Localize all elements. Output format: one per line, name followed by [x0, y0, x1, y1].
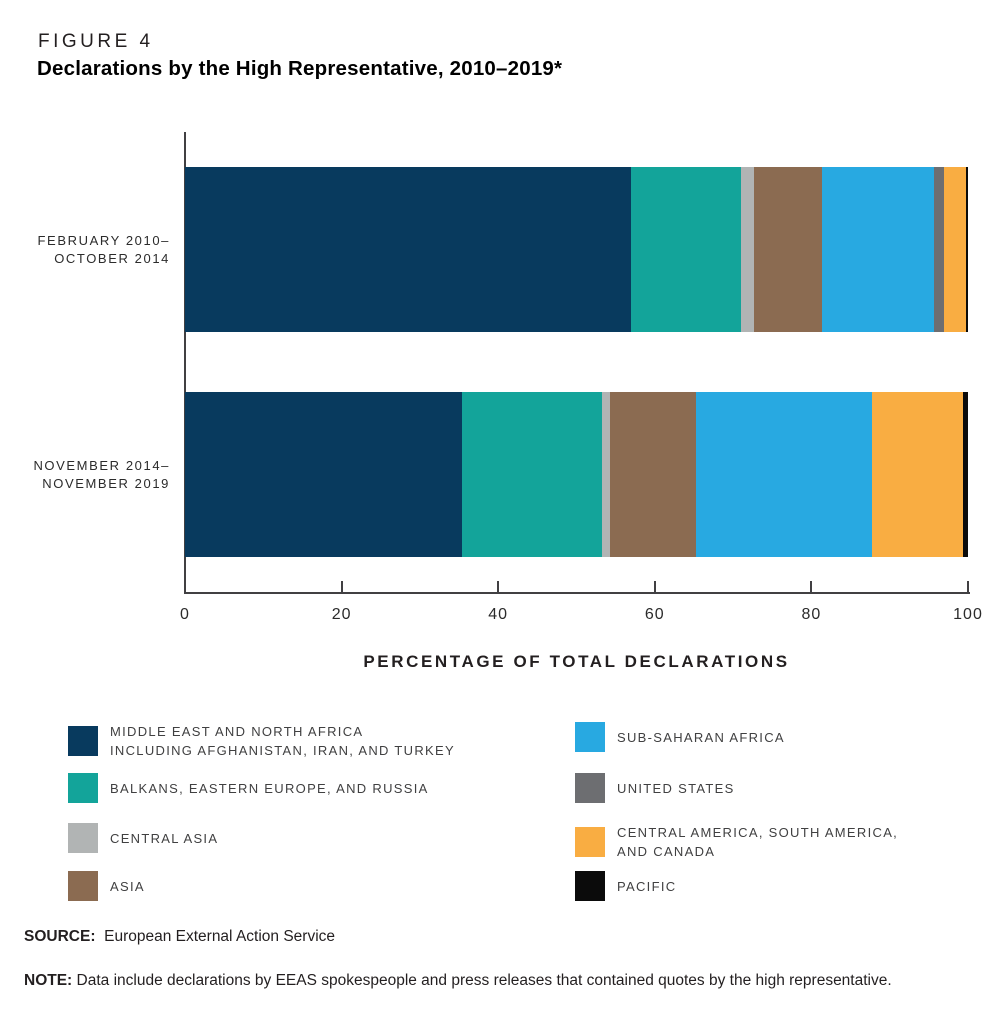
- legend-label: UNITED STATES: [617, 780, 735, 796]
- figure-label: FIGURE 4: [38, 31, 154, 52]
- legend-label: SUB-SAHARAN AFRICA: [617, 729, 785, 745]
- legend-swatch: [575, 773, 605, 803]
- legend-swatch: [575, 871, 605, 901]
- note-line: NOTE: Data include declarations by EEAS …: [24, 972, 892, 990]
- bar-segment: [630, 167, 741, 332]
- tick-label: 0: [180, 606, 190, 623]
- legend-item: UNITED STATES: [575, 773, 735, 803]
- legend-swatch: [575, 722, 605, 752]
- source-text: European External Action Service: [104, 928, 336, 945]
- legend-swatch: [68, 823, 98, 853]
- legend-label: PACIFIC: [617, 878, 677, 894]
- bar-segment: [934, 167, 945, 332]
- legend-label: BALKANS, EASTERN EUROPE, AND RUSSIA: [110, 780, 429, 796]
- bar-segment: [871, 392, 964, 557]
- tick-mark: [497, 581, 500, 592]
- legend-label: ASIA: [110, 878, 145, 894]
- y-axis-line: [184, 132, 186, 592]
- tick-mark: [810, 581, 813, 592]
- tick-mark: [967, 581, 969, 592]
- bar-segment: [754, 167, 823, 332]
- tick-label: 60: [644, 606, 665, 623]
- bar-segment: [610, 392, 696, 557]
- tick-mark: [340, 581, 343, 592]
- y-category-label: NOVEMBER 2014– NOVEMBER 2019: [33, 458, 170, 491]
- source-label: SOURCE:: [24, 928, 96, 945]
- bar-segment: [944, 167, 967, 332]
- x-axis-line: [184, 592, 970, 594]
- bar-segment: [963, 392, 968, 557]
- stacked-bar: [185, 167, 968, 332]
- legend-item: PACIFIC: [575, 871, 676, 901]
- tick-label: 100: [953, 606, 983, 623]
- legend-item: CENTRAL ASIA: [68, 823, 218, 853]
- legend-swatch: [68, 726, 98, 756]
- legend-item: CENTRAL AMERICA, SOUTH AMERICA, AND CANA…: [575, 823, 898, 861]
- legend-swatch: [575, 827, 605, 857]
- legend-swatch: [68, 773, 98, 803]
- bar-segment: [966, 167, 968, 332]
- legend-label: CENTRAL ASIA: [110, 830, 219, 846]
- legend-label: CENTRAL AMERICA, SOUTH AMERICA, AND CANA…: [617, 825, 899, 859]
- source-line: SOURCE: European External Action Service: [24, 928, 335, 946]
- y-category-label: FEBRUARY 2010– OCTOBER 2014: [37, 233, 170, 266]
- legend-item: MIDDLE EAST AND NORTH AFRICA INCLUDING A…: [68, 722, 455, 760]
- bar-segment: [185, 167, 631, 332]
- bar-segment: [185, 392, 463, 557]
- legend-label: MIDDLE EAST AND NORTH AFRICA INCLUDING A…: [110, 724, 455, 758]
- legend-item: SUB-SAHARAN AFRICA: [575, 722, 785, 752]
- note-text: Data include declarations by EEAS spokes…: [76, 972, 892, 989]
- bar-segment: [462, 392, 603, 557]
- tick-label: 20: [331, 606, 352, 623]
- legend-swatch: [68, 871, 98, 901]
- figure-title: Declarations by the High Representative,…: [37, 57, 563, 80]
- x-axis-title: PERCENTAGE OF TOTAL DECLARATIONS: [363, 652, 790, 671]
- bar-segment: [740, 167, 755, 332]
- tick-label: 80: [801, 606, 822, 623]
- tick-mark: [653, 581, 656, 592]
- legend-item: BALKANS, EASTERN EUROPE, AND RUSSIA: [68, 773, 429, 803]
- stacked-bar: [185, 392, 968, 557]
- bar-segment: [602, 392, 611, 557]
- bar-segment: [822, 167, 935, 332]
- tick-label: 40: [488, 606, 509, 623]
- note-label: NOTE:: [24, 972, 73, 989]
- bar-segment: [695, 392, 872, 557]
- legend-item: ASIA: [68, 871, 145, 901]
